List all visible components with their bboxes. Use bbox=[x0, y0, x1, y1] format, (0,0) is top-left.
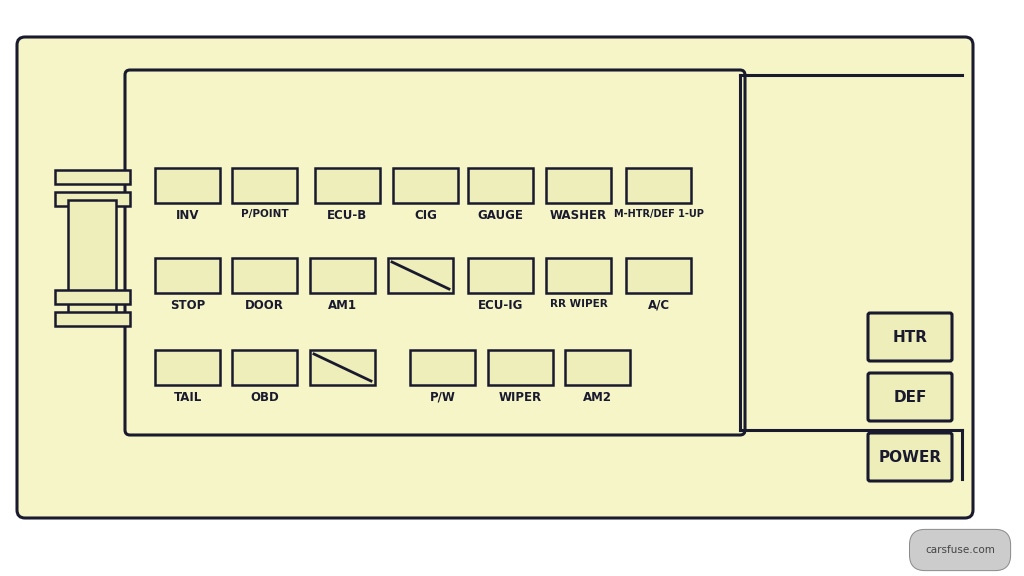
Bar bbox=[68, 200, 116, 325]
Bar bbox=[468, 168, 534, 203]
Bar bbox=[388, 258, 453, 293]
Text: M-HTR/DEF 1-UP: M-HTR/DEF 1-UP bbox=[613, 209, 703, 219]
Bar bbox=[55, 170, 130, 184]
Bar bbox=[565, 350, 630, 385]
Text: GAUGE: GAUGE bbox=[477, 209, 523, 222]
Bar bbox=[626, 168, 691, 203]
Text: A/C: A/C bbox=[647, 299, 670, 312]
Bar bbox=[315, 168, 380, 203]
Bar bbox=[468, 258, 534, 293]
Bar bbox=[155, 350, 220, 385]
Bar bbox=[155, 258, 220, 293]
Text: DEF: DEF bbox=[893, 389, 927, 404]
Bar bbox=[55, 290, 130, 304]
Bar bbox=[310, 350, 375, 385]
Bar bbox=[55, 312, 130, 326]
Text: P/W: P/W bbox=[429, 391, 456, 404]
Text: WASHER: WASHER bbox=[550, 209, 607, 222]
Text: ECU-IG: ECU-IG bbox=[478, 299, 523, 312]
Text: TAIL: TAIL bbox=[173, 391, 202, 404]
Bar bbox=[232, 258, 297, 293]
Text: CIG: CIG bbox=[414, 209, 437, 222]
Text: ECU-B: ECU-B bbox=[328, 209, 368, 222]
Text: DOOR: DOOR bbox=[245, 299, 284, 312]
Text: RR WIPER: RR WIPER bbox=[550, 299, 607, 309]
Text: POWER: POWER bbox=[879, 449, 941, 464]
Bar bbox=[488, 350, 553, 385]
Bar bbox=[310, 258, 375, 293]
FancyBboxPatch shape bbox=[868, 433, 952, 481]
FancyBboxPatch shape bbox=[868, 373, 952, 421]
Bar bbox=[410, 350, 475, 385]
Text: WIPER: WIPER bbox=[499, 391, 542, 404]
FancyBboxPatch shape bbox=[17, 37, 973, 518]
Bar bbox=[155, 168, 220, 203]
Bar bbox=[55, 192, 130, 206]
Bar bbox=[232, 168, 297, 203]
Text: carsfuse.com: carsfuse.com bbox=[925, 545, 995, 555]
Text: P/POINT: P/POINT bbox=[241, 209, 289, 219]
Bar bbox=[546, 258, 611, 293]
Bar bbox=[626, 258, 691, 293]
Text: AM2: AM2 bbox=[583, 391, 612, 404]
Bar bbox=[232, 350, 297, 385]
FancyBboxPatch shape bbox=[868, 313, 952, 361]
Text: AM1: AM1 bbox=[328, 299, 357, 312]
Text: HTR: HTR bbox=[893, 329, 928, 344]
Text: INV: INV bbox=[176, 209, 200, 222]
Bar bbox=[546, 168, 611, 203]
Text: OBD: OBD bbox=[250, 391, 279, 404]
Text: STOP: STOP bbox=[170, 299, 205, 312]
Bar bbox=[393, 168, 458, 203]
